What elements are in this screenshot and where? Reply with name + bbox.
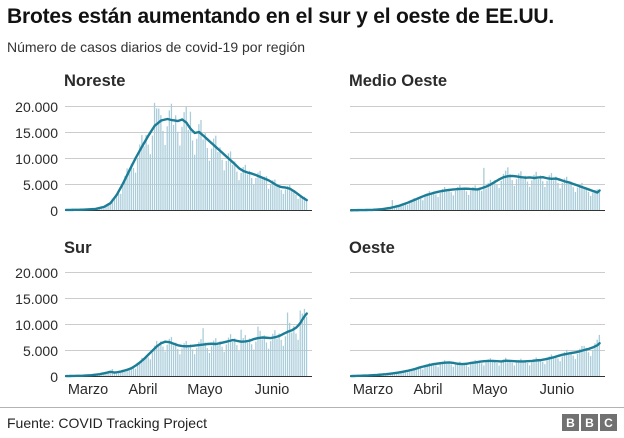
page-subtitle: Número de casos diarios de covid-19 por … — [7, 39, 306, 55]
plot-medio-oeste — [350, 100, 605, 213]
x-tick-label: Junio — [539, 382, 575, 398]
y-tick-label: 20.000 — [15, 98, 58, 115]
panel-title-medio-oeste: Medio Oeste — [349, 72, 448, 90]
plot-oeste — [350, 266, 605, 379]
page-title: Brotes están aumentando en el sur y el o… — [7, 5, 555, 28]
plot-sur — [65, 266, 312, 379]
footer: Fuente: COVID Tracking Project B B C — [0, 407, 624, 431]
y-tick-label: 5.000 — [22, 176, 58, 193]
x-tick-label: Marzo — [352, 382, 394, 398]
y-tick-label: 15.000 — [15, 124, 58, 141]
bbc-logo-block: B — [562, 414, 579, 431]
x-axis-oeste: Marzo Abril Mayo Junio — [350, 382, 605, 400]
bbc-logo: B B C — [562, 414, 617, 431]
x-tick-label: Abril — [128, 382, 158, 398]
x-tick-label: Mayo — [187, 382, 223, 398]
y-tick-label: 15.000 — [15, 290, 58, 307]
panel-title-noreste: Noreste — [64, 72, 126, 90]
panel-title-oeste: Oeste — [349, 239, 395, 257]
y-axis-noreste: 20.000 15.000 10.000 5.000 0 — [0, 98, 58, 219]
y-tick-label: 0 — [50, 202, 58, 219]
y-tick-label: 20.000 — [15, 264, 58, 281]
bbc-logo-block: C — [600, 414, 617, 431]
plot-noreste — [65, 100, 312, 213]
x-tick-label: Abril — [413, 382, 443, 398]
x-tick-label: Marzo — [67, 382, 109, 398]
y-tick-label: 0 — [50, 368, 58, 385]
y-tick-label: 10.000 — [15, 316, 58, 333]
panel-title-sur: Sur — [64, 239, 92, 257]
source-credit: Fuente: COVID Tracking Project — [7, 414, 207, 431]
x-axis-sur: Marzo Abril Mayo Junio — [65, 382, 312, 400]
bbc-logo-block: B — [581, 414, 598, 431]
y-axis-sur: 20.000 15.000 10.000 5.000 0 — [0, 264, 58, 385]
y-tick-label: 5.000 — [22, 342, 58, 359]
x-tick-label: Mayo — [472, 382, 508, 398]
x-tick-label: Junio — [254, 382, 290, 398]
y-tick-label: 10.000 — [15, 150, 58, 167]
